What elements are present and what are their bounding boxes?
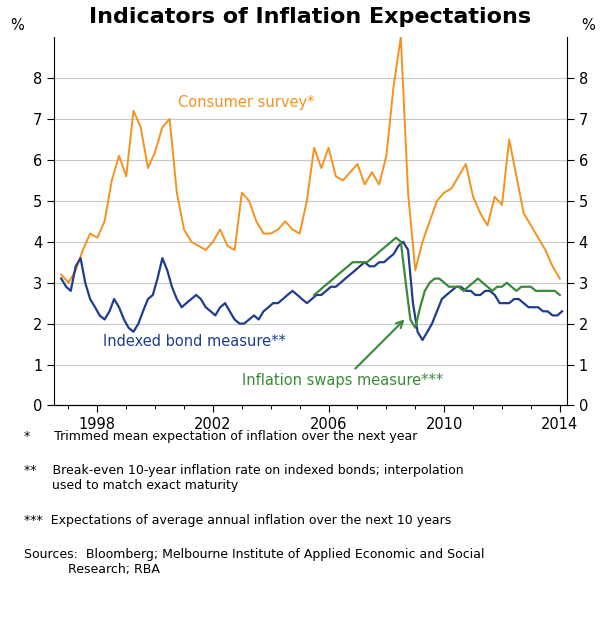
- Text: %: %: [581, 19, 595, 33]
- Text: Sources:  Bloomberg; Melbourne Institute of Applied Economic and Social
        : Sources: Bloomberg; Melbourne Institute …: [24, 548, 485, 576]
- Text: ***  Expectations of average annual inflation over the next 10 years: *** Expectations of average annual infla…: [24, 514, 451, 527]
- Text: Inflation swaps measure***: Inflation swaps measure***: [242, 321, 443, 388]
- Text: Consumer survey*: Consumer survey*: [178, 95, 315, 110]
- Text: Indexed bond measure**: Indexed bond measure**: [103, 334, 286, 349]
- Text: *      Trimmed mean expectation of inflation over the next year: * Trimmed mean expectation of inflation …: [24, 430, 418, 443]
- Title: Indicators of Inflation Expectations: Indicators of Inflation Expectations: [89, 7, 532, 27]
- Text: %: %: [10, 19, 24, 33]
- Text: **    Break-even 10-year inflation rate on indexed bonds; interpolation
       u: ** Break-even 10-year inflation rate on …: [24, 464, 464, 492]
